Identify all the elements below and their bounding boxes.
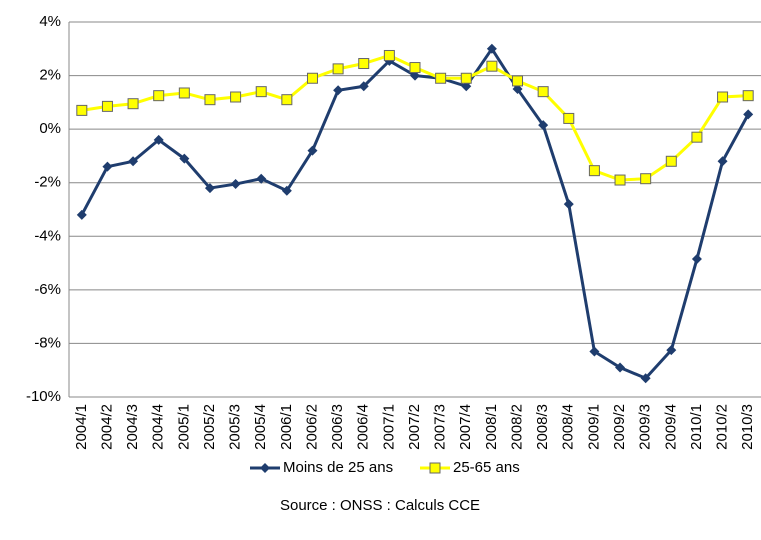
x-tick-label: 2005/2 xyxy=(201,404,218,450)
point xyxy=(665,155,677,167)
x-tick-label: 2010/1 xyxy=(688,404,705,450)
y-tick-label: -2% xyxy=(34,174,61,191)
point xyxy=(307,145,318,156)
point xyxy=(538,120,549,131)
x-tick-label: 2009/3 xyxy=(637,404,654,450)
point xyxy=(589,346,600,357)
point xyxy=(178,87,190,99)
y-tick-label: -4% xyxy=(34,227,61,244)
x-tick-label: 2007/1 xyxy=(380,404,397,450)
x-tick-label: 2008/3 xyxy=(534,404,551,450)
point xyxy=(588,165,600,177)
x-tick-label: 2008/4 xyxy=(560,404,577,450)
point xyxy=(486,60,498,72)
point xyxy=(640,173,652,185)
x-tick-label: 2009/2 xyxy=(611,404,628,450)
x-tick-label: 2008/1 xyxy=(483,404,500,450)
x-tick-label: 2006/2 xyxy=(303,404,320,450)
y-tick-label: 4% xyxy=(39,13,61,30)
point xyxy=(461,81,472,92)
point xyxy=(537,86,549,98)
legend-marker xyxy=(429,462,441,474)
point xyxy=(743,109,754,120)
point xyxy=(614,174,626,186)
x-tick-label: 2007/2 xyxy=(406,404,423,450)
y-tick-label: 0% xyxy=(39,120,61,137)
point xyxy=(358,58,370,70)
point xyxy=(358,81,369,92)
x-tick-label: 2010/3 xyxy=(739,404,756,450)
x-tick-label: 2006/4 xyxy=(355,404,372,450)
point xyxy=(76,104,88,116)
y-tick-label: 2% xyxy=(39,67,61,84)
point xyxy=(717,156,728,167)
point xyxy=(410,70,420,81)
x-tick-label: 2007/3 xyxy=(432,404,449,450)
point xyxy=(460,72,472,84)
x-tick-label: 2009/4 xyxy=(662,404,679,450)
legend-marker xyxy=(260,463,270,473)
point xyxy=(563,112,575,124)
x-tick-label: 2005/1 xyxy=(175,404,192,450)
x-tick-label: 2004/3 xyxy=(124,404,141,450)
point xyxy=(332,63,344,75)
x-tick-label: 2004/1 xyxy=(73,404,90,450)
y-tick-label: -6% xyxy=(34,281,61,298)
point xyxy=(691,131,703,143)
point xyxy=(76,209,87,220)
point xyxy=(717,91,729,103)
point xyxy=(127,98,139,110)
x-tick-label: 2010/2 xyxy=(714,404,731,450)
point xyxy=(563,199,574,210)
x-tick-label: 2005/3 xyxy=(227,404,244,450)
x-tick-label: 2004/4 xyxy=(150,404,167,450)
x-tick-label: 2004/2 xyxy=(98,404,115,450)
point xyxy=(383,49,395,61)
point xyxy=(640,373,651,384)
x-tick-label: 2006/1 xyxy=(278,404,295,450)
legend-label: Moins de 25 ans xyxy=(283,459,393,476)
point xyxy=(102,161,113,172)
point xyxy=(230,91,242,103)
y-tick-label: -8% xyxy=(34,334,61,351)
point xyxy=(101,100,113,112)
point xyxy=(153,90,165,102)
x-tick-label: 2006/3 xyxy=(329,404,346,450)
y-tick-label: -10% xyxy=(26,388,61,405)
point xyxy=(204,183,215,194)
x-tick-label: 2009/1 xyxy=(585,404,602,450)
point xyxy=(691,254,702,265)
point xyxy=(281,94,293,106)
point xyxy=(281,185,292,196)
legend-label: 25-65 ans xyxy=(453,459,520,476)
point xyxy=(333,85,344,96)
point xyxy=(512,75,524,87)
point xyxy=(512,83,523,94)
point xyxy=(486,43,497,54)
point xyxy=(255,86,267,98)
point xyxy=(615,362,626,373)
point xyxy=(230,179,241,190)
x-tick-label: 2008/2 xyxy=(508,404,525,450)
source: Source : ONSS : Calculs CCE xyxy=(280,497,480,514)
point xyxy=(204,94,216,106)
point xyxy=(153,134,164,145)
point xyxy=(306,72,318,84)
point xyxy=(435,72,447,84)
x-tick-label: 2005/4 xyxy=(252,404,269,450)
point xyxy=(128,156,139,167)
point xyxy=(666,345,677,356)
point xyxy=(179,153,190,164)
point xyxy=(409,62,421,74)
point xyxy=(742,90,754,102)
x-tick-label: 2007/4 xyxy=(457,404,474,450)
point xyxy=(256,173,267,184)
